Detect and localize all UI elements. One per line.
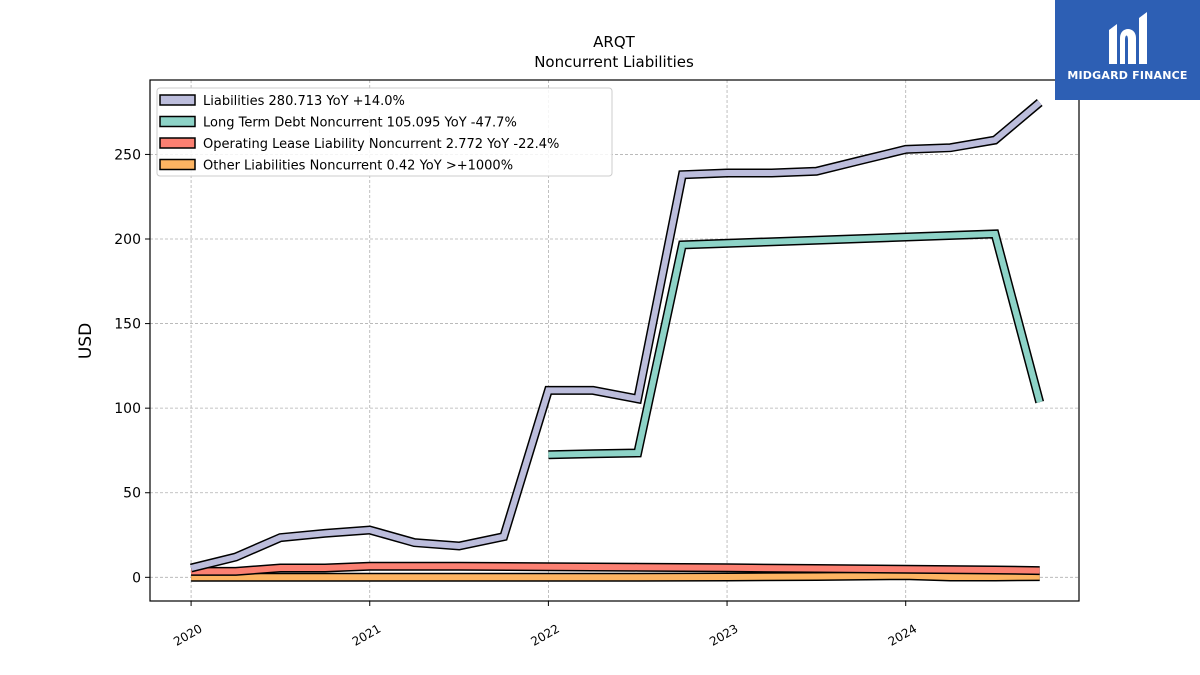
series-line-other-liabilities-noncurrent: [191, 572, 1040, 581]
brand-name: MIDGARD FINANCE: [1067, 69, 1188, 82]
y-tick-label: 0: [132, 570, 141, 586]
x-tick-label: 2022: [528, 621, 561, 648]
legend-label-long-term-debt-noncurrent: Long Term Debt Noncurrent 105.095 YoY -4…: [203, 116, 517, 131]
legend: Liabilities 280.713 YoY +14.0% Long Term …: [156, 87, 613, 177]
legend-swatch-long-term-debt-noncurrent: [159, 115, 196, 128]
x-tick-label: 2023: [707, 621, 740, 648]
y-tick-label: 100: [114, 401, 141, 417]
x-tick-label: 2020: [171, 621, 204, 648]
brand-logo: MIDGARD FINANCE: [1055, 0, 1200, 100]
y-tick-label: 250: [114, 147, 141, 163]
series-line-long-term-debt-noncurrent: [548, 230, 1043, 458]
x-tick-label: 2021: [350, 621, 383, 648]
chart-title: ARQT: [593, 33, 635, 51]
legend-label-operating-lease-liability-noncurrent: Operating Lease Liability Noncurrent 2.7…: [203, 137, 559, 152]
legend-swatch-other-liabilities-noncurrent: [159, 158, 196, 171]
axis-ticks: 0 50 100 150 200 250 2020 2021 2022 2023 2024: [114, 147, 919, 648]
y-axis-label: USD: [76, 323, 96, 359]
y-tick-label: 150: [114, 317, 141, 333]
brand-mark-icon: [1109, 12, 1147, 64]
series-line-operating-lease-liability-noncurrent: [191, 563, 1040, 575]
y-tick-label: 50: [123, 486, 141, 502]
legend-swatch-operating-lease-liability-noncurrent: [159, 137, 196, 149]
series-layer: [190, 99, 1045, 582]
x-tick-label: 2024: [886, 621, 919, 648]
series-outline-long-term-debt-noncurrent: [548, 229, 1045, 460]
legend-label-liabilities: Liabilities 280.713 YoY +14.0%: [203, 94, 405, 109]
legend-label-other-liabilities-noncurrent: Other Liabilities Noncurrent 0.42 YoY >+…: [203, 159, 513, 174]
chart-subtitle: Noncurrent Liabilities: [534, 53, 694, 71]
legend-swatch-liabilities: [159, 94, 196, 106]
legend-box: [156, 87, 613, 177]
series-line-liabilities: [190, 100, 1042, 571]
plot-frame: [149, 79, 1080, 602]
y-tick-label: 200: [114, 232, 141, 248]
